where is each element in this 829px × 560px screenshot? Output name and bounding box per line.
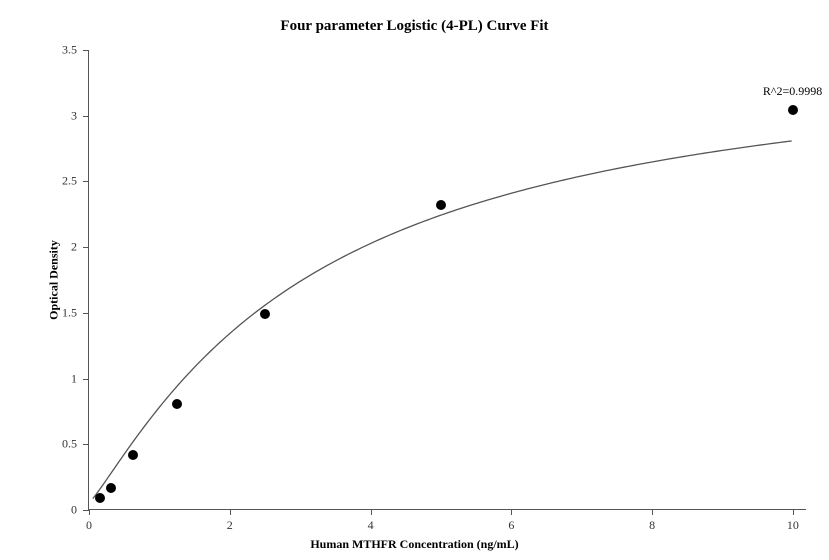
chart-title: Four parameter Logistic (4-PL) Curve Fit — [0, 18, 829, 35]
x-tick-label: 6 — [508, 518, 514, 533]
y-tick — [83, 50, 89, 51]
x-axis-label: Human MTHFR Concentration (ng/mL) — [0, 537, 829, 552]
x-tick — [371, 509, 372, 515]
y-tick-label: 3 — [71, 108, 77, 123]
data-point — [95, 493, 105, 503]
y-tick — [83, 247, 89, 248]
y-tick-label: 1.5 — [62, 305, 77, 320]
y-tick — [83, 444, 89, 445]
y-tick-label: 2 — [71, 240, 77, 255]
x-tick-label: 0 — [86, 518, 92, 533]
y-tick — [83, 313, 89, 314]
y-tick-label: 3.5 — [62, 43, 77, 58]
y-tick-label: 2.5 — [62, 174, 77, 189]
x-tick — [230, 509, 231, 515]
x-tick-label: 4 — [368, 518, 374, 533]
r-squared-annotation: R^2=0.9998 — [763, 84, 822, 99]
x-tick — [89, 509, 90, 515]
x-tick-label: 8 — [649, 518, 655, 533]
data-point — [436, 200, 446, 210]
x-tick-label: 10 — [787, 518, 799, 533]
x-tick — [511, 509, 512, 515]
y-tick-label: 0.5 — [62, 437, 77, 452]
data-point — [128, 450, 138, 460]
y-tick-label: 1 — [71, 371, 77, 386]
x-tick — [793, 509, 794, 515]
y-tick — [83, 379, 89, 380]
data-point — [788, 105, 798, 115]
y-tick — [83, 181, 89, 182]
y-tick — [83, 116, 89, 117]
x-tick-label: 2 — [227, 518, 233, 533]
fit-curve-path — [93, 141, 792, 499]
y-tick — [83, 510, 89, 511]
fit-curve — [89, 50, 806, 509]
data-point — [106, 483, 116, 493]
data-point — [260, 309, 270, 319]
plot-area: 024681000.511.522.533.5R^2=0.9998 — [88, 50, 806, 510]
y-axis-label: Optical Density — [46, 240, 61, 320]
x-tick — [652, 509, 653, 515]
chart-container: Four parameter Logistic (4-PL) Curve Fit… — [0, 0, 829, 560]
data-point — [172, 399, 182, 409]
y-tick-label: 0 — [71, 503, 77, 518]
